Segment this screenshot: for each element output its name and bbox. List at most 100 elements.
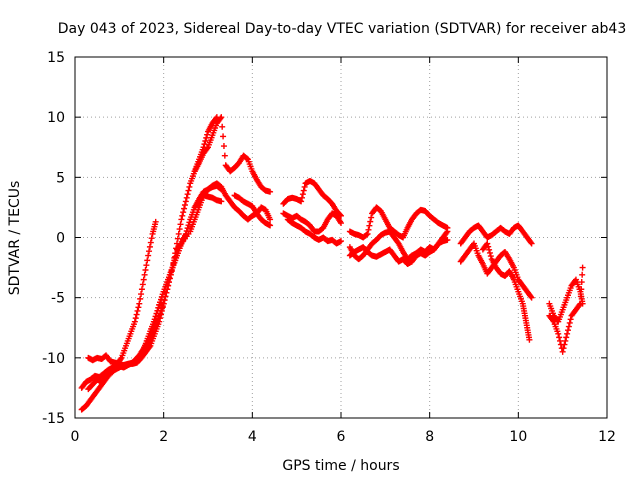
data-point [160, 300, 167, 307]
data-point [139, 281, 146, 288]
data-point [562, 337, 569, 344]
data-point [484, 240, 491, 247]
data-point [561, 341, 568, 348]
data-point [131, 318, 138, 325]
data-point [244, 155, 251, 162]
data-point [577, 293, 584, 300]
series-track-g [191, 180, 274, 223]
data-point [363, 231, 370, 238]
y-tick-label: -5 [51, 291, 65, 307]
axis-ticks: 0 2 4 6 8 10 12 -15 -10 -5 0 5 10 15 [42, 50, 616, 445]
data-point [567, 316, 574, 323]
data-point [203, 134, 210, 141]
series-track-f [191, 114, 274, 195]
data-point [154, 307, 161, 314]
data-point [141, 271, 148, 278]
series-track-d [85, 182, 225, 393]
data-point [147, 239, 154, 246]
data-point [485, 243, 492, 250]
data-point [185, 222, 192, 229]
data-point [487, 253, 494, 260]
data-point [566, 319, 573, 326]
gridlines [75, 57, 607, 418]
data-point [179, 212, 186, 219]
data-point [579, 271, 586, 278]
data-point [133, 311, 140, 318]
data-point [267, 222, 274, 229]
data-point [578, 286, 585, 293]
x-tick-label: 8 [425, 429, 434, 445]
data-point [140, 276, 147, 283]
data-point [444, 236, 451, 243]
data-point [564, 330, 571, 337]
data-point [202, 137, 209, 144]
data-point [176, 226, 183, 233]
data-point [182, 198, 189, 205]
data-point [217, 115, 224, 122]
data-point [146, 243, 153, 250]
data-point [132, 315, 139, 322]
data-point [300, 187, 307, 194]
data-point [182, 230, 189, 237]
data-point [145, 252, 152, 259]
data-point [144, 257, 151, 264]
data-point [526, 336, 533, 343]
data-point [338, 220, 344, 227]
data-point [148, 235, 155, 242]
data-point [298, 198, 305, 205]
data-point [557, 337, 564, 344]
data-point [220, 143, 227, 150]
data-point [563, 334, 570, 341]
data-point [528, 240, 535, 247]
data-point [218, 198, 225, 205]
data-point [365, 226, 372, 233]
series-track-k [284, 216, 344, 247]
data-point [368, 214, 375, 221]
data-point [218, 114, 225, 121]
data-point [220, 133, 227, 140]
data-point [134, 307, 141, 314]
x-tick-label: 12 [598, 429, 616, 445]
data-point [579, 264, 586, 271]
y-tick-label: 5 [56, 170, 65, 186]
data-point [137, 295, 144, 302]
data-point [577, 300, 584, 307]
data-point [564, 327, 571, 334]
data-point [556, 334, 563, 341]
series-track-q [479, 240, 533, 343]
data-point [146, 248, 153, 255]
data-point [181, 202, 188, 209]
data-point [527, 239, 534, 246]
y-tick-label: -10 [42, 351, 65, 367]
data-points [78, 114, 586, 413]
series-track-h [231, 192, 274, 229]
data-point [486, 246, 493, 253]
data-point [153, 310, 160, 317]
x-tick-label: 0 [71, 429, 80, 445]
data-point [136, 300, 143, 307]
data-point [267, 216, 274, 223]
data-point [299, 191, 306, 198]
data-point [180, 209, 187, 216]
data-point [560, 345, 567, 352]
data-point [143, 262, 150, 269]
data-point [298, 194, 305, 201]
series-track-o [457, 222, 535, 247]
series-track-c [85, 232, 189, 369]
data-point [204, 131, 211, 138]
data-point [152, 313, 159, 320]
x-tick-label: 2 [159, 429, 168, 445]
data-point [174, 235, 181, 242]
x-axis-label: GPS time / hours [282, 458, 399, 474]
series-track-e [142, 192, 225, 347]
data-point [201, 141, 208, 148]
data-point [559, 348, 566, 355]
y-tick-label: -15 [42, 411, 65, 427]
data-point [186, 219, 193, 226]
data-point [219, 123, 226, 130]
data-point [183, 228, 190, 235]
data-point [555, 330, 562, 337]
y-axis-label: SDTVAR / TECUs [7, 181, 23, 296]
data-point [184, 225, 191, 232]
data-point [364, 230, 371, 237]
